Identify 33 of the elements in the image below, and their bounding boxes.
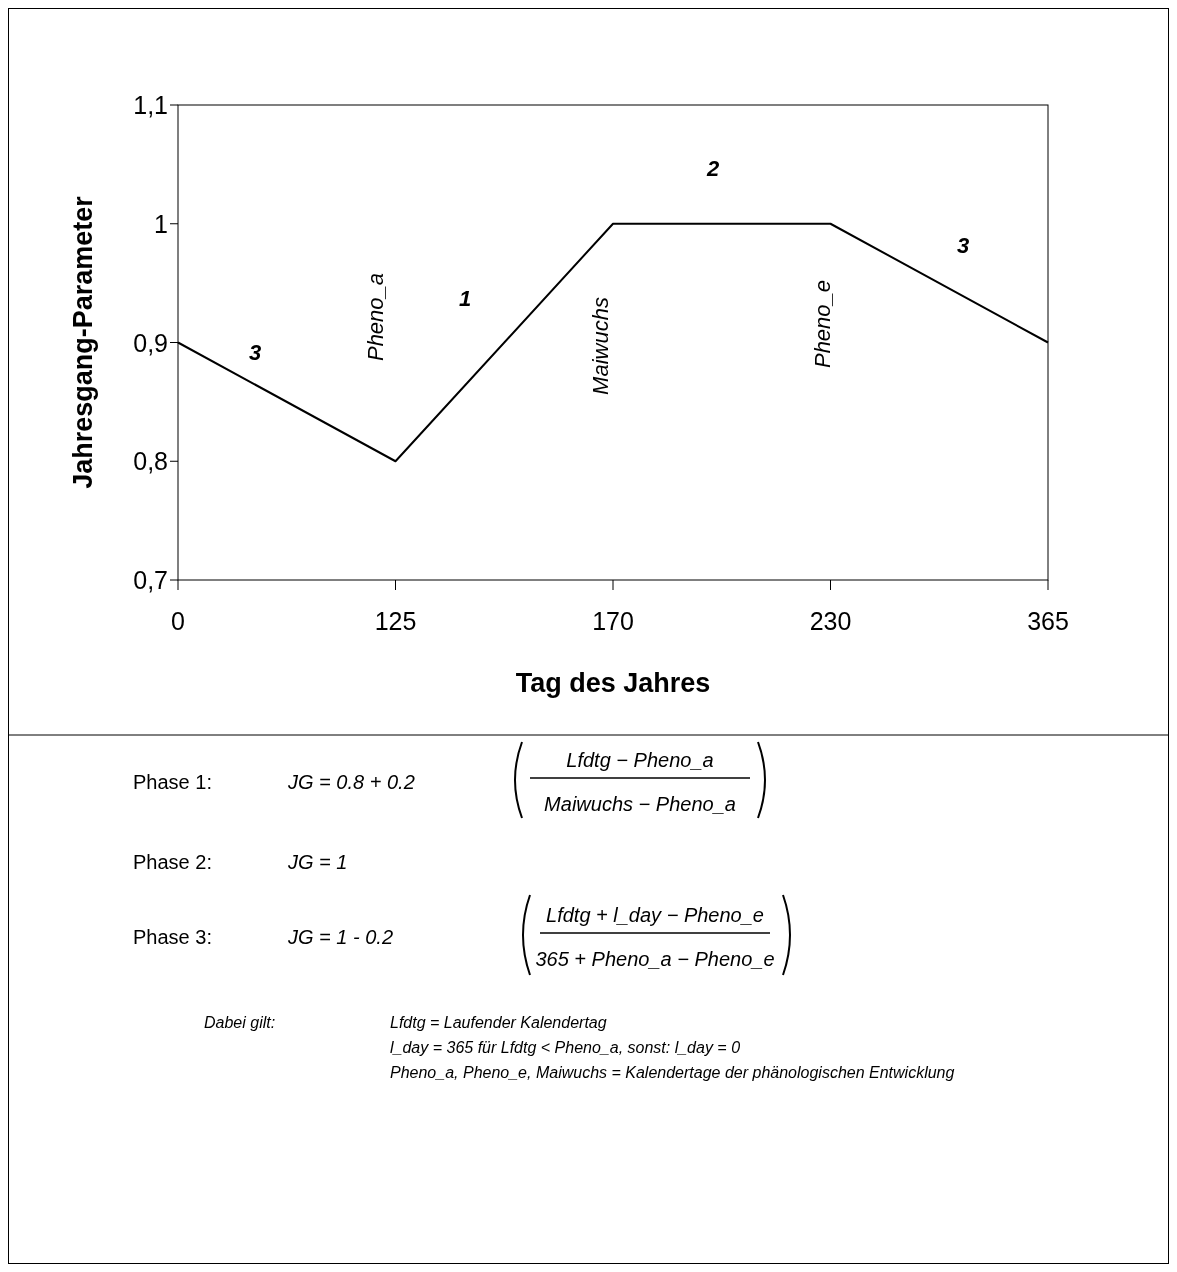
text: Lfdtg = Laufender Kalendertag (390, 1014, 607, 1031)
text: JG = 0.8 + 0.2 (287, 771, 415, 793)
x-axis-title: Tag des Jahres (515, 668, 711, 698)
x-tick-label: 0 (171, 607, 185, 635)
annotation: Pheno_a (362, 272, 388, 362)
text: Phase 2: (133, 851, 212, 873)
annotation: 3 (248, 340, 262, 365)
text: JG = 1 (287, 851, 348, 873)
y-tick-label: 1 (154, 209, 168, 238)
text: JG = 1 - 0.2 (287, 926, 394, 948)
x-tick-label: 230 (809, 607, 852, 635)
x-tick-label: 170 (592, 607, 634, 635)
y-tick-label: 0,8 (133, 447, 168, 476)
text: Lfdtg − Pheno_a (566, 749, 714, 771)
x-tick-label: 365 (1027, 607, 1069, 635)
text: Lfdtg + l_day − Pheno_e (546, 904, 764, 926)
text: Maiwuchs − Pheno_a (544, 793, 736, 815)
text: Phase 1: (133, 771, 212, 793)
x-tick-label: 125 (374, 607, 417, 635)
text: 365 + Pheno_a − Pheno_e (535, 948, 775, 970)
text: Dabei gilt: (204, 1014, 276, 1031)
y-tick-label: 0,9 (133, 328, 168, 357)
annotation: 3 (956, 233, 970, 258)
annotation: Maiwuchs (587, 297, 613, 395)
y-tick-label: 0,7 (133, 566, 168, 594)
annotation: 2 (705, 156, 720, 181)
text: Phase 3: (133, 926, 212, 948)
text: Pheno_a, Pheno_e, Maiwuchs = Kalendertage der phänologischen Entwicklung (390, 1064, 955, 1081)
text: l_day = 365 für Lfdtg < Pheno_a, sonst: l_day = 0 (390, 1039, 741, 1056)
y-tick-label: 1,1 (133, 91, 168, 119)
annotation: Pheno_e (809, 279, 835, 369)
y-axis-title: Jahresgang-Parameter (68, 195, 98, 489)
annotation: 1 (458, 286, 472, 311)
